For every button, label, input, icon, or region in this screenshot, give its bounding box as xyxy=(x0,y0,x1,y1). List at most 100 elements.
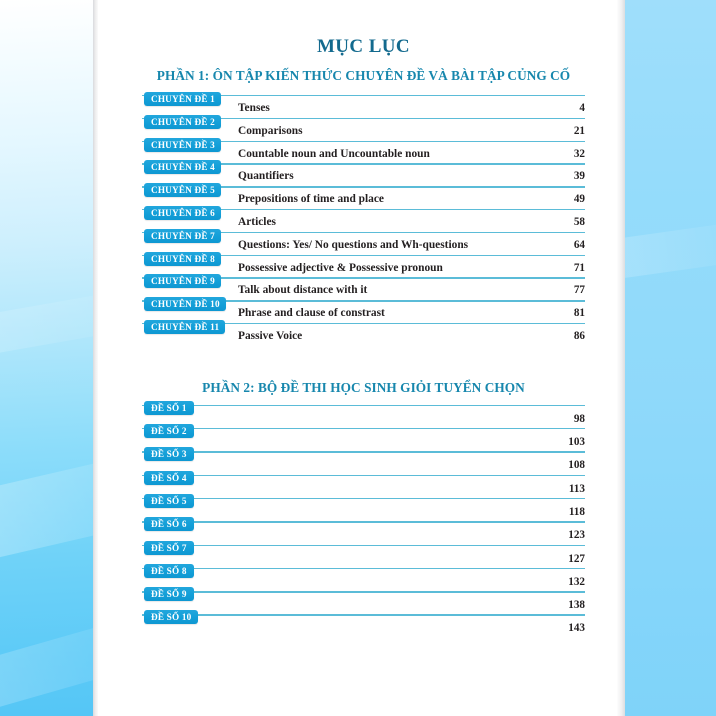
part-1-heading: PHẦN 1: ÔN TẬP KIẾN THỨC CHUYÊN ĐỀ VÀ BÀ… xyxy=(156,68,571,83)
entry-number-badge: ĐỀ SỐ 4 xyxy=(144,470,194,485)
entry-page-number: 77 xyxy=(573,284,585,297)
toc-entry-row[interactable]: CHUYÊN ĐỀ 4 Quantifiers 39 xyxy=(142,160,585,186)
entry-title: Articles xyxy=(238,215,276,228)
entry-number-badge: ĐỀ SỐ 9 xyxy=(144,587,194,602)
toc-entry-row[interactable]: ĐỀ SỐ 2 103 xyxy=(142,424,585,451)
entry-page-number: 143 xyxy=(568,622,585,635)
entry-page-number: 103 xyxy=(568,436,585,449)
entry-rule-line xyxy=(142,231,585,234)
right-page-gutter xyxy=(617,0,625,716)
toc-entry-row[interactable]: ĐỀ SỐ 9 138 xyxy=(142,587,585,614)
toc-entry-row[interactable]: ĐỀ SỐ 8 132 xyxy=(142,563,585,591)
entry-rule-line xyxy=(142,277,585,279)
entry-rule-line xyxy=(142,117,585,120)
part-1-entry-list: CHUYÊN ĐỀ 1 Tenses 4 CHUYÊN ĐỀ 2 Comparisons… xyxy=(142,92,585,346)
page-content: MỤC LỤC PHẦN 1: ÔN TẬP KIẾN THỨC CHUYÊN … xyxy=(142,0,585,638)
entry-rule-line xyxy=(142,521,585,523)
entry-page-number: 49 xyxy=(573,193,585,206)
entry-page-number: 138 xyxy=(568,599,585,612)
entry-page-number: 108 xyxy=(568,459,585,472)
toc-entry-row[interactable]: ĐỀ SỐ 10 143 xyxy=(142,610,585,637)
left-panel-streak-lower xyxy=(0,609,93,716)
entry-number-badge: CHUYÊN ĐỀ 5 xyxy=(144,183,221,198)
entry-page-number: 39 xyxy=(573,170,585,183)
entry-rule-line xyxy=(142,451,585,453)
left-panel-streak-middle xyxy=(0,446,93,564)
toc-entry-row[interactable]: CHUYÊN ĐỀ 11 Passive Voice 86 xyxy=(142,319,585,346)
right-panel-streak xyxy=(625,219,716,281)
entry-number-badge: ĐỀ SỐ 8 xyxy=(144,563,194,578)
entry-title: Quantifiers xyxy=(238,170,294,183)
entry-rule-line xyxy=(142,208,585,211)
right-decorative-panel xyxy=(625,0,716,716)
toc-entry-row[interactable]: ĐỀ SỐ 3 108 xyxy=(142,447,585,474)
entry-title: Talk about distance with it xyxy=(238,284,368,297)
toc-entry-row[interactable]: CHUYÊN ĐỀ 1 Tenses 4 xyxy=(142,92,585,118)
page-sheet: MỤC LỤC PHẦN 1: ÔN TẬP KIẾN THỨC CHUYÊN … xyxy=(98,0,617,716)
entry-title: Possessive adjective & Possessive pronou… xyxy=(238,261,443,274)
entry-page-number: 123 xyxy=(568,529,585,542)
entry-title: Questions: Yes/ No questions and Wh-ques… xyxy=(238,238,469,251)
entry-number-badge: CHUYÊN ĐỀ 1 xyxy=(144,92,221,106)
entry-rule-line xyxy=(142,544,585,546)
entry-title: Countable noun and Uncountable noun xyxy=(238,147,430,160)
toc-entry-row[interactable]: ĐỀ SỐ 4 113 xyxy=(142,470,585,498)
toc-entry-row[interactable]: CHUYÊN ĐỀ 7 Questions: Yes/ No questions … xyxy=(142,228,585,255)
toc-entry-row[interactable]: CHUYÊN ĐỀ 10 Phrase and clause of constra… xyxy=(142,297,585,323)
entry-page-number: 118 xyxy=(568,505,585,518)
entry-rule-line xyxy=(142,300,585,302)
entry-number-badge: ĐỀ SỐ 1 xyxy=(144,400,194,415)
entry-page-number: 127 xyxy=(568,552,585,565)
entry-rule-line xyxy=(142,186,585,188)
left-page-gutter xyxy=(93,0,98,716)
toc-entry-row[interactable]: CHUYÊN ĐỀ 2 Comparisons 21 xyxy=(142,114,585,141)
entry-page-number: 21 xyxy=(573,124,585,137)
entry-rule-line xyxy=(142,163,585,165)
entry-rule-line xyxy=(142,614,585,616)
entry-number-badge: ĐỀ SỐ 2 xyxy=(144,424,194,439)
toc-entry-row[interactable]: CHUYÊN ĐỀ 5 Prepositions of time and plac… xyxy=(142,183,585,209)
entry-rule-line xyxy=(142,404,585,407)
entry-rule-line xyxy=(142,591,585,593)
toc-entry-row[interactable]: ĐỀ SỐ 6 123 xyxy=(142,517,585,544)
entry-page-number: 113 xyxy=(568,482,585,495)
entry-number-badge: CHUYÊN ĐỀ 7 xyxy=(144,228,221,243)
entry-rule-line xyxy=(142,95,585,97)
entry-number-badge: CHUYÊN ĐỀ 9 xyxy=(144,274,221,289)
entry-page-number: 71 xyxy=(573,261,585,274)
entry-rule-line xyxy=(142,497,585,500)
entry-rule-line xyxy=(142,428,585,430)
toc-entry-row[interactable]: CHUYÊN ĐỀ 6 Articles 58 xyxy=(142,205,585,232)
entry-page-number: 58 xyxy=(573,215,585,228)
entry-title: Tenses xyxy=(238,102,270,114)
entry-number-badge: CHUYÊN ĐỀ 11 xyxy=(144,319,226,334)
entry-number-badge: CHUYÊN ĐỀ 3 xyxy=(144,137,221,152)
toc-entry-row[interactable]: CHUYÊN ĐỀ 9 Talk about distance with it 77 xyxy=(142,274,585,300)
entry-number-badge: CHUYÊN ĐỀ 10 xyxy=(144,297,226,312)
toc-entry-row[interactable]: ĐỀ SỐ 1 98 xyxy=(142,400,585,428)
entry-number-badge: ĐỀ SỐ 5 xyxy=(144,493,194,508)
entry-page-number: 4 xyxy=(579,102,585,114)
part-section-spacer xyxy=(142,346,585,380)
left-panel-streak-upper xyxy=(0,282,93,358)
entry-number-badge: CHUYÊN ĐỀ 2 xyxy=(144,114,221,129)
entry-number-badge: CHUYÊN ĐỀ 4 xyxy=(144,160,221,175)
toc-entry-row[interactable]: CHUYÊN ĐỀ 8 Possessive adjective & Posses… xyxy=(142,251,585,278)
entry-page-number: 86 xyxy=(573,329,585,342)
toc-entry-row[interactable]: ĐỀ SỐ 7 127 xyxy=(142,540,585,568)
entry-title: Comparisons xyxy=(238,124,303,137)
entry-rule-line xyxy=(142,567,585,570)
entry-page-number: 64 xyxy=(573,238,585,251)
entry-rule-line xyxy=(142,140,585,142)
entry-page-number: 81 xyxy=(573,307,585,320)
entry-rule-line xyxy=(142,322,585,325)
toc-entry-row[interactable]: CHUYÊN ĐỀ 3 Countable noun and Uncountabl… xyxy=(142,137,585,164)
toc-entry-row[interactable]: ĐỀ SỐ 5 118 xyxy=(142,493,585,521)
entry-page-number: 98 xyxy=(573,412,585,425)
page-title: MỤC LỤC xyxy=(316,36,411,57)
entry-rule-line xyxy=(142,474,585,477)
entry-number-badge: CHUYÊN ĐỀ 8 xyxy=(144,251,221,266)
entry-number-badge: ĐỀ SỐ 10 xyxy=(144,610,199,625)
part-2-entry-list: ĐỀ SỐ 1 98 ĐỀ SỐ 2 103 ĐỀ SỐ 3 108 ĐỀ SỐ 4 113 Đ… xyxy=(142,400,585,638)
